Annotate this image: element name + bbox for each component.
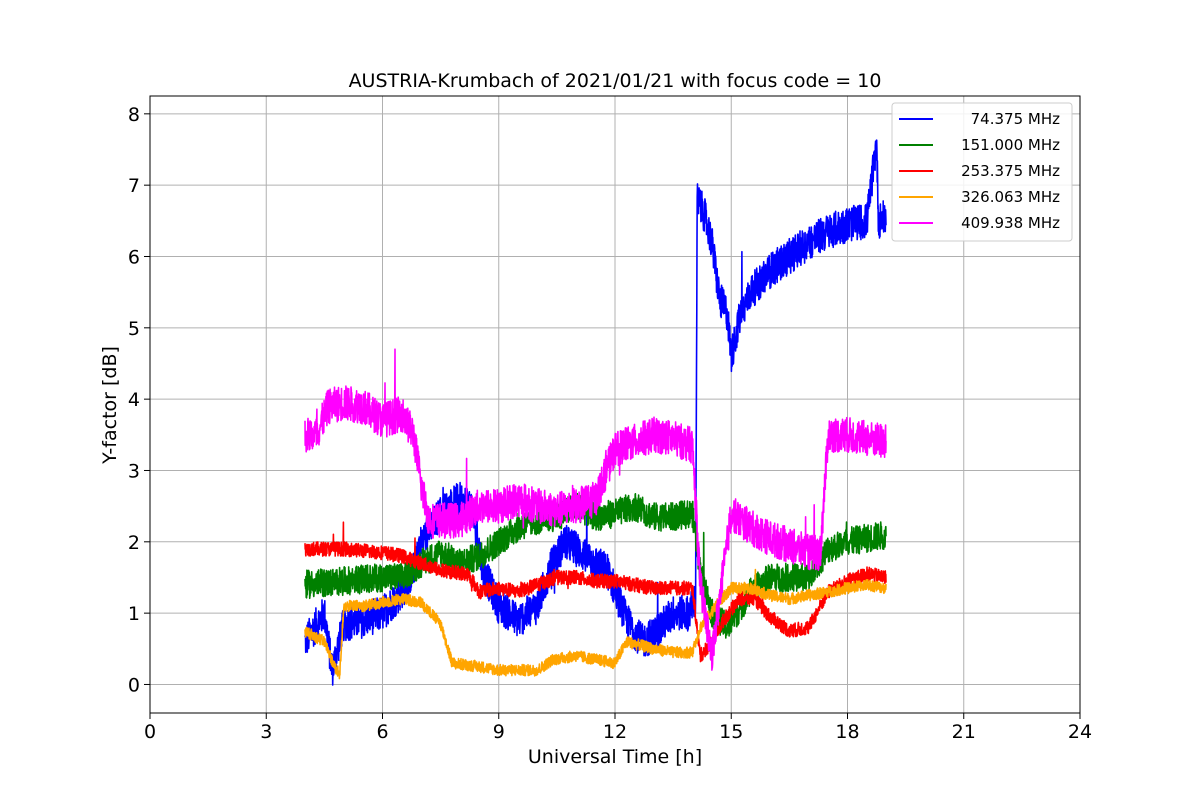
series-line-4 bbox=[304, 568, 887, 680]
chart-title: AUSTRIA-Krumbach of 2021/01/21 with focu… bbox=[349, 70, 882, 92]
x-tick-label: 21 bbox=[952, 721, 976, 743]
x-tick-label: 3 bbox=[260, 721, 272, 743]
y-tick-label: 3 bbox=[128, 460, 140, 482]
legend-label-4: 326.063 MHz bbox=[961, 188, 1060, 206]
series-line-5 bbox=[304, 348, 887, 671]
y-tick-label: 8 bbox=[128, 104, 140, 126]
y-axis-label: Y-factor [dB] bbox=[99, 346, 121, 465]
y-tick-label: 6 bbox=[128, 246, 140, 268]
x-tick-label: 15 bbox=[719, 721, 743, 743]
legend-label-1: 74.375 MHz bbox=[971, 110, 1060, 128]
x-tick-label: 6 bbox=[376, 721, 388, 743]
x-tick-label: 18 bbox=[835, 721, 859, 743]
x-tick-label: 9 bbox=[493, 721, 505, 743]
series-group bbox=[304, 139, 887, 686]
y-tick-label: 4 bbox=[128, 389, 140, 411]
y-tick-label: 0 bbox=[128, 674, 140, 696]
legend-label-3: 253.375 MHz bbox=[961, 162, 1060, 180]
y-tick-label: 1 bbox=[128, 603, 140, 625]
x-tick-label: 0 bbox=[144, 721, 156, 743]
legend-box bbox=[891, 102, 1073, 242]
x-tick-label: 24 bbox=[1068, 721, 1092, 743]
series-line-3 bbox=[304, 521, 887, 663]
legend-label-5: 409.938 MHz bbox=[961, 214, 1060, 232]
y-tick-label: 5 bbox=[128, 318, 140, 340]
y-tick-label: 2 bbox=[128, 532, 140, 554]
x-tick-label: 12 bbox=[603, 721, 627, 743]
y-tick-label: 7 bbox=[128, 175, 140, 197]
legend: 74.375 MHz 151.000 MHz 253.375 MHz 326.063 … bbox=[891, 102, 1073, 242]
series-line-2 bbox=[304, 492, 887, 639]
x-axis-label: Universal Time [h] bbox=[528, 746, 702, 768]
legend-label-2: 151.000 MHz bbox=[961, 136, 1060, 154]
